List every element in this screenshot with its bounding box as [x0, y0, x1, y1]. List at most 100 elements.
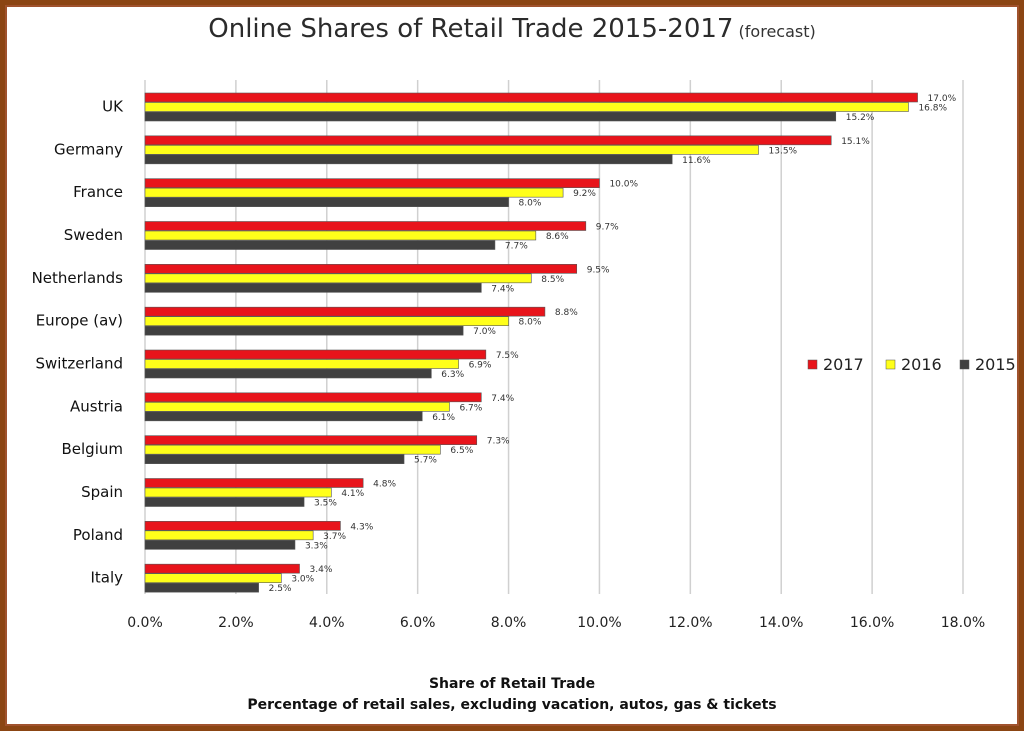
- bar-2016: [144, 102, 909, 112]
- category-label: Switzerland: [36, 355, 124, 373]
- category-label: Germany: [54, 140, 123, 158]
- bar-2017: [144, 349, 487, 360]
- data-label-2017: 4.3%: [350, 522, 373, 532]
- legend-label-2015: 2015: [975, 355, 1016, 374]
- data-label-2015: 2.5%: [269, 584, 292, 594]
- data-label-2015: 3.3%: [305, 541, 328, 551]
- data-label-2016: 4.1%: [341, 489, 364, 499]
- category-label: Belgium: [62, 440, 124, 458]
- bar-2017: [144, 563, 300, 574]
- bar-2015: [144, 283, 482, 293]
- x-tick-label: 12.0%: [668, 615, 712, 631]
- x-tick-label: 4.0%: [309, 615, 345, 631]
- bar-2016: [144, 573, 282, 583]
- data-label-2017: 3.4%: [310, 565, 333, 575]
- data-label-2017: 9.7%: [596, 223, 619, 233]
- x-tick-label: 2.0%: [218, 615, 254, 631]
- data-label-2015: 3.5%: [314, 499, 337, 509]
- x-tick-label: 8.0%: [491, 615, 527, 631]
- bar-2016: [144, 402, 450, 412]
- legend-swatch-2016: [885, 359, 896, 370]
- data-label-2016: 3.7%: [323, 532, 346, 542]
- data-label-2016: 6.5%: [450, 446, 473, 456]
- category-label: Sweden: [64, 226, 123, 244]
- bar-2015: [144, 111, 837, 122]
- data-label-2015: 11.6%: [682, 156, 711, 166]
- legend-label-2016: 2016: [901, 355, 942, 374]
- bar-2015: [144, 411, 423, 422]
- category-label: Italy: [90, 569, 123, 587]
- bar-2016: [144, 230, 537, 241]
- bar-2016: [144, 145, 759, 155]
- category-label: Netherlands: [32, 269, 124, 287]
- bar-2015: [144, 240, 496, 250]
- category-label: France: [73, 183, 123, 201]
- category-label: Europe (av): [36, 312, 123, 330]
- x-axis-sublabel: Percentage of retail sales, excluding va…: [247, 697, 777, 713]
- data-label-2017: 17.0%: [928, 94, 957, 104]
- data-label-2016: 13.5%: [769, 146, 798, 156]
- data-label-2015: 5.7%: [414, 456, 437, 466]
- data-label-2017: 15.1%: [841, 137, 870, 147]
- bar-2017: [144, 178, 600, 188]
- bar-2015: [144, 197, 509, 207]
- inner-frame: [5, 5, 1019, 726]
- bar-2015: [144, 582, 259, 593]
- bar-2015: [144, 497, 305, 507]
- category-label: Spain: [81, 483, 123, 501]
- bar-2017: [144, 306, 546, 317]
- bar-2016: [144, 487, 332, 498]
- legend-swatch-2015: [959, 359, 970, 370]
- x-tick-label: 16.0%: [850, 615, 894, 631]
- bar-2016: [144, 444, 441, 455]
- chart-title: Online Shares of Retail Trade 2015-2017: [208, 14, 734, 44]
- data-label-2015: 7.0%: [473, 327, 496, 337]
- data-label-2015: 15.2%: [846, 113, 875, 123]
- bar-2015: [144, 154, 673, 165]
- category-label: Poland: [73, 526, 123, 544]
- data-label-2015: 6.1%: [432, 413, 455, 423]
- legend-swatch-2017: [807, 359, 818, 370]
- category-label: UK: [102, 98, 124, 116]
- data-label-2017: 8.8%: [555, 308, 578, 318]
- data-label-2016: 8.0%: [519, 318, 542, 328]
- bar-2017: [144, 435, 478, 445]
- x-tick-label: 6.0%: [400, 615, 436, 631]
- legend-label-2017: 2017: [823, 355, 864, 374]
- data-label-2017: 7.5%: [496, 351, 519, 361]
- data-label-2017: 9.5%: [587, 265, 610, 275]
- data-label-2016: 9.2%: [573, 189, 596, 199]
- bar-2016: [144, 273, 532, 284]
- data-label-2016: 16.8%: [918, 104, 947, 114]
- bar-2016: [144, 359, 459, 369]
- bar-2017: [144, 135, 832, 146]
- bar-2017: [144, 221, 587, 231]
- bar-2017: [144, 478, 364, 488]
- data-label-2015: 8.0%: [519, 199, 542, 209]
- bar-2016: [144, 316, 509, 326]
- data-label-2017: 7.3%: [487, 437, 510, 447]
- x-tick-label: 0.0%: [127, 615, 163, 631]
- category-label: Austria: [70, 397, 123, 415]
- bar-2017: [144, 392, 482, 403]
- bar-2015: [144, 325, 464, 336]
- data-label-2016: 8.5%: [541, 275, 564, 285]
- x-tick-label: 10.0%: [577, 615, 621, 631]
- x-tick-label: 18.0%: [941, 615, 985, 631]
- chart-title-block: Online Shares of Retail Trade 2015-2017 …: [0, 14, 1024, 44]
- data-label-2015: 6.3%: [441, 370, 464, 380]
- data-label-2016: 8.6%: [546, 232, 569, 242]
- data-label-2017: 4.8%: [373, 480, 396, 490]
- data-label-2017: 10.0%: [609, 180, 638, 190]
- data-label-2016: 3.0%: [291, 575, 314, 585]
- bar-2015: [144, 540, 296, 550]
- data-label-2015: 7.7%: [505, 242, 528, 252]
- x-tick-label: 14.0%: [759, 615, 803, 631]
- bar-2015: [144, 368, 432, 379]
- chart-subtitle: (forecast): [738, 22, 816, 41]
- bar-2016: [144, 187, 564, 198]
- bar-2015: [144, 454, 405, 464]
- bar-2017: [144, 92, 918, 103]
- bar-2017: [144, 521, 341, 531]
